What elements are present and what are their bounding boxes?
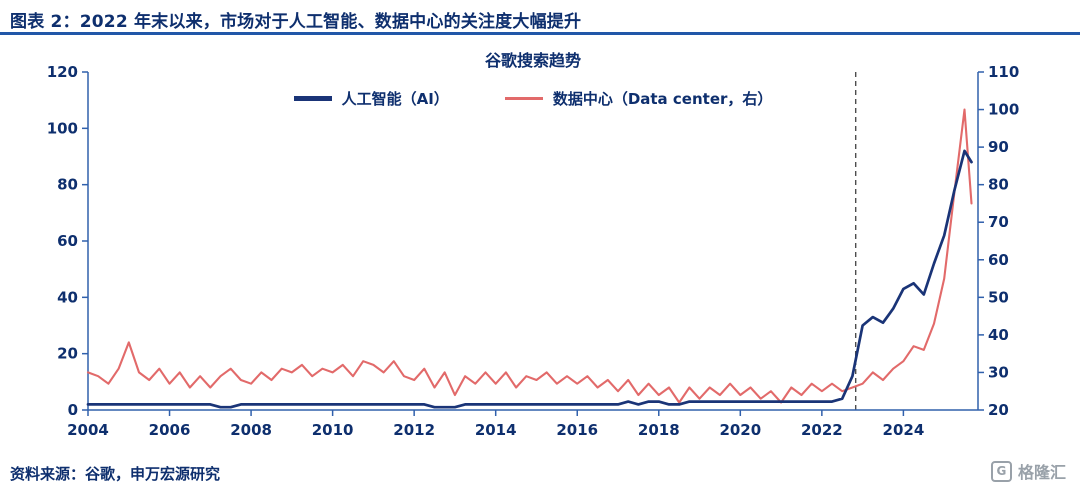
legend-item-datacenter: 数据中心（Data center，右） bbox=[504, 88, 773, 109]
right-tick-label: 50 bbox=[988, 288, 1009, 306]
right-tick-label: 70 bbox=[988, 213, 1009, 231]
right-tick-label: 30 bbox=[988, 363, 1009, 381]
gelonghui-logo: G 格隆汇 bbox=[990, 459, 1066, 483]
gelonghui-logo-text: 格隆汇 bbox=[1017, 463, 1066, 482]
ai-series-line bbox=[86, 149, 973, 409]
left-tick-label: 0 bbox=[68, 401, 78, 419]
x-tick-label: 2016 bbox=[556, 421, 598, 439]
left-tick-label: 60 bbox=[57, 232, 78, 250]
x-tick-label: 2010 bbox=[312, 421, 354, 439]
datacenter-line-swatch bbox=[504, 97, 543, 100]
legend-item-ai: 人工智能（AI） bbox=[293, 88, 449, 109]
gelonghui-logo-icon: G bbox=[990, 460, 1012, 482]
figure-title: 图表 2：2022 年末以来，市场对于人工智能、数据中心的关注度大幅提升 bbox=[10, 12, 582, 32]
left-tick-label: 40 bbox=[57, 288, 78, 306]
datacenter-series-line bbox=[86, 108, 973, 404]
right-tick-label: 20 bbox=[988, 401, 1009, 419]
left-tick-label: 100 bbox=[47, 119, 78, 137]
right-tick-label: 110 bbox=[988, 63, 1019, 81]
x-tick-label: 2018 bbox=[638, 421, 680, 439]
left-tick-label: 20 bbox=[57, 345, 78, 363]
source-note: 资料来源：谷歌，申万宏源研究 bbox=[10, 465, 221, 483]
x-tick-label: 2014 bbox=[475, 421, 517, 439]
right-tick-label: 60 bbox=[988, 251, 1009, 269]
ai-line-swatch bbox=[293, 96, 332, 101]
header-divider bbox=[0, 32, 1080, 35]
chart-title: 谷歌搜索趋势 bbox=[484, 51, 581, 70]
x-tick-label: 2020 bbox=[719, 421, 761, 439]
right-tick-label: 80 bbox=[988, 176, 1009, 194]
left-tick-label: 80 bbox=[57, 176, 78, 194]
x-tick-label: 2022 bbox=[801, 421, 843, 439]
x-tick-label: 2006 bbox=[149, 421, 191, 439]
legend-label-ai: 人工智能（AI） bbox=[341, 90, 449, 108]
x-tick-label: 2024 bbox=[883, 421, 925, 439]
x-tick-label: 2012 bbox=[393, 421, 435, 439]
right-tick-label: 90 bbox=[988, 138, 1009, 156]
x-tick-label: 2004 bbox=[67, 421, 109, 439]
left-tick-label: 120 bbox=[47, 63, 78, 81]
right-tick-label: 100 bbox=[988, 101, 1019, 119]
right-tick-label: 40 bbox=[988, 326, 1009, 344]
x-tick-label: 2008 bbox=[230, 421, 272, 439]
legend-label-datacenter: 数据中心（Data center，右） bbox=[552, 90, 773, 108]
chart-legend: 人工智能（AI） 数据中心（Data center，右） bbox=[88, 88, 978, 109]
